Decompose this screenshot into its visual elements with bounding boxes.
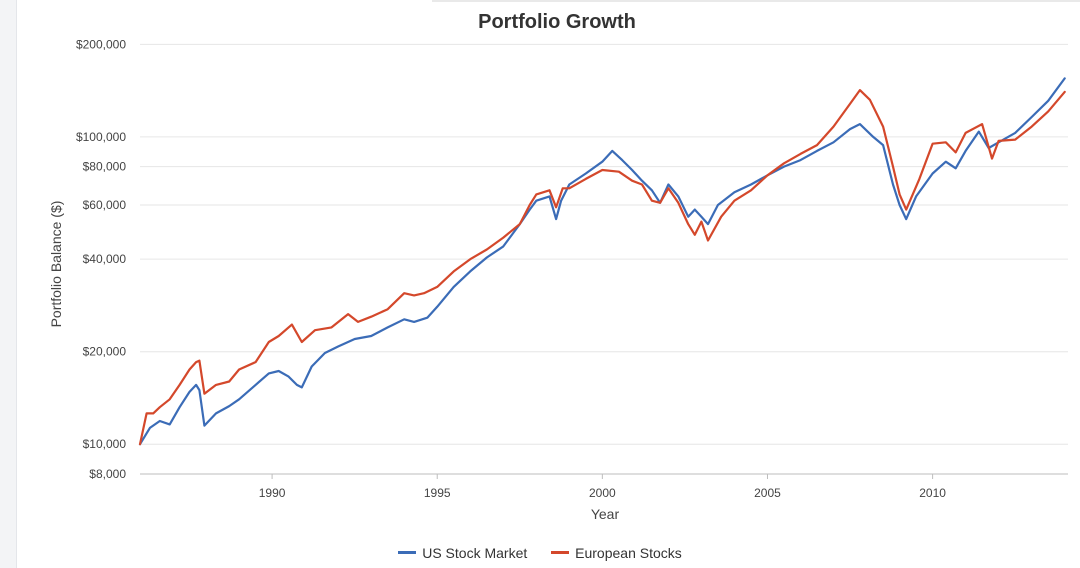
top-divider [432,0,1080,2]
legend-swatch-us-icon [398,551,417,554]
series-lines [138,77,1066,446]
y-tick-label: $100,000 [76,130,126,144]
y-tick-label: $8,000 [89,467,126,481]
y-tick-label: $60,000 [83,198,127,212]
y-tick-label: $20,000 [83,345,127,359]
x-axis-label: Year [591,506,620,522]
x-tick-label: 2005 [754,486,781,500]
x-tick-label: 2000 [589,486,616,500]
y-axis-label: Portfolio Balance ($) [48,201,64,328]
y-tick-label: $40,000 [83,252,127,266]
series-line-us-stock-market [138,77,1066,446]
legend-label-us: US Stock Market [422,544,528,561]
y-tick-label: $10,000 [83,437,127,451]
legend: US Stock Market European Stocks [0,541,1080,561]
gridlines [140,43,1068,445]
left-page-margin [0,0,17,568]
legend-swatch-eu-icon [551,551,570,554]
legend-item-european-stocks[interactable]: European Stocks [551,545,682,561]
y-tick-label: $80,000 [83,160,127,174]
chart-title: Portfolio Growth [478,11,636,33]
y-tick-label: $200,000 [76,37,126,51]
x-axis-ticks: 1990 1995 2000 2005 2010 [259,474,946,500]
x-tick-label: 2010 [919,486,946,500]
x-tick-label: 1990 [259,486,286,500]
series-line-european-stocks [138,88,1066,446]
y-axis-ticks: $8,000 $10,000 $20,000 $40,000 $60,000 $80,00… [76,37,126,481]
legend-item-us-stock-market[interactable]: US Stock Market [398,545,527,561]
legend-label-eu: European Stocks [575,544,682,561]
x-tick-label: 1995 [424,486,451,500]
